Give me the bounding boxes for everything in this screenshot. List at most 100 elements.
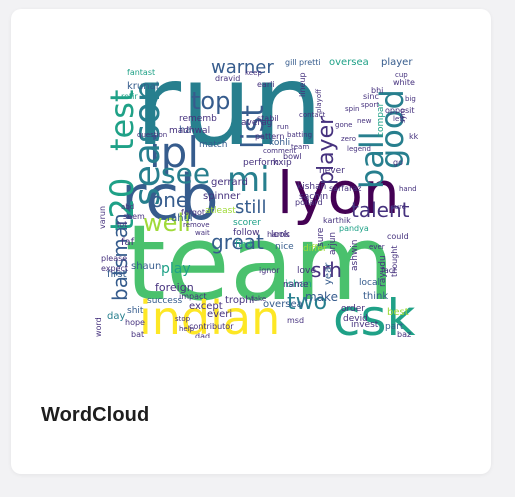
wordcloud-word: great: [211, 230, 264, 254]
wordcloud-word: zero: [341, 135, 356, 143]
wordcloud-word: dad: [195, 332, 210, 338]
wordcloud-word: pandya: [339, 224, 369, 233]
wordcloud-word: thought: [390, 246, 399, 277]
wordcloud-word: lyon: [277, 159, 400, 227]
wordcloud-word: follow: [233, 228, 260, 238]
wordcloud-word: sym: [399, 108, 407, 123]
wordcloud-word: playoff: [315, 89, 323, 113]
wordcloud-word: see: [161, 157, 210, 190]
wordcloud-word: msd: [287, 316, 304, 325]
wordcloud-word: hand: [399, 185, 417, 193]
wordcloud-word: scorer: [233, 218, 261, 228]
wordcloud-word: retir: [121, 92, 138, 101]
wordcloud-card[interactable]: run team indian csk rcb lyon ipl season t20 test g…: [11, 9, 491, 474]
wordcloud-word: warner: [211, 57, 274, 78]
wordcloud-word: batting: [287, 131, 312, 139]
wordcloud-word: contributor: [189, 322, 234, 331]
wordcloud-word: never: [319, 166, 345, 176]
wordcloud-word: take: [251, 295, 266, 303]
wordcloud-word: gone: [335, 121, 352, 129]
wordcloud-word: ball: [353, 131, 391, 189]
wordcloud-word: think: [363, 291, 388, 302]
wordcloud-word: ignor: [259, 266, 280, 275]
wordcloud-word: success: [147, 296, 183, 306]
wordcloud-word: player: [314, 115, 339, 185]
wordcloud-word: harris: [267, 230, 290, 239]
wordcloud-word: ashwin: [350, 240, 360, 271]
wordcloud-word: white: [393, 78, 415, 87]
wordcloud-word: compar: [376, 103, 386, 137]
wordcloud-word: contact: [299, 111, 325, 119]
wordcloud-word: indian: [139, 291, 280, 338]
wordcloud-word: opposit: [385, 106, 414, 115]
wordcloud-word: big: [405, 95, 416, 103]
wordcloud-word: love: [297, 266, 316, 276]
wordcloud-word: t20: [103, 178, 141, 231]
wordcloud-word: averag: [241, 118, 272, 128]
wordcloud-word: wait: [195, 229, 210, 237]
wordcloud-word: one: [151, 188, 188, 212]
wordcloud-word: left: [393, 115, 405, 123]
wordcloud-word: expect: [101, 264, 128, 273]
wordcloud-word: kishan: [297, 182, 326, 192]
wordcloud-word: perform: [243, 158, 279, 168]
wordcloud-word: team: [125, 202, 395, 324]
wordcloud-word: find: [235, 240, 252, 250]
wordcloud-word: best: [387, 307, 409, 318]
wordcloud-word: rayudu: [378, 255, 388, 287]
wordcloud-word: arjun: [328, 232, 338, 255]
wordcloud-word: two: [287, 290, 327, 315]
wordcloud-word: sport: [361, 101, 379, 109]
wordcloud-word: bat: [131, 330, 144, 338]
wordcloud-word: lot: [117, 220, 127, 229]
wordcloud-word: everi: [207, 309, 232, 320]
wordcloud-word: please: [101, 254, 127, 263]
wordcloud-word: new: [357, 117, 372, 125]
wordcloud-word: varun: [98, 206, 107, 229]
wordcloud-word: pretti: [299, 58, 321, 67]
wordcloud-word: stop: [175, 315, 191, 323]
wordcloud-word: mi: [227, 160, 270, 200]
wordcloud-word: krunal: [127, 81, 158, 92]
wordcloud-word: part: [385, 322, 404, 332]
wordcloud-word: pollard: [295, 198, 323, 207]
wordcloud-word: bowl: [283, 152, 302, 161]
wordcloud-word: trophi: [225, 295, 254, 306]
wordcloud-word: karthik: [323, 216, 351, 225]
wordcloud-word: order: [341, 304, 365, 314]
wordcloud-word: baz: [397, 330, 411, 338]
wordcloud-word: first: [107, 269, 127, 280]
wordcloud-word: good: [373, 89, 411, 169]
wordcloud-word: fact: [381, 266, 396, 275]
wordcloud-word: sarfaraz: [329, 184, 361, 193]
wordcloud-word: kxip: [273, 158, 292, 168]
wordcloud-word: season: [127, 79, 168, 206]
wordcloud-word: sachin: [299, 192, 328, 202]
wordcloud-word: local: [359, 278, 380, 288]
wordcloud-word: cup: [395, 71, 408, 79]
wordcloud-word: still: [235, 197, 266, 218]
wordcloud-word: ha: [179, 125, 191, 136]
wordcloud-word: list: [236, 105, 271, 149]
wordcloud-word: match: [199, 140, 227, 150]
wordcloud-word: shit: [127, 306, 144, 316]
wordcloud-word: differ: [303, 244, 327, 254]
wordcloud-word: gill: [285, 58, 297, 67]
wordcloud-word: could: [387, 232, 409, 241]
wordcloud-word: help: [179, 325, 195, 333]
wordcloud-word: foreign: [155, 281, 194, 294]
wordcloud-word: kkr: [409, 132, 418, 141]
wordcloud-word: fantast: [127, 68, 155, 77]
wordcloud-word: look: [271, 230, 291, 240]
wordcloud-word: sure: [316, 227, 326, 247]
wordcloud-word: hope: [125, 318, 145, 327]
wordcloud-word: well: [143, 209, 191, 237]
wordcloud-word: nice: [275, 242, 294, 252]
wordcloud-word: team: [291, 143, 309, 151]
wordcloud-word: word: [94, 317, 103, 337]
wordcloud-word: spin: [345, 105, 359, 113]
wordcloud-word: talent: [351, 198, 410, 222]
wordcloud-word: run: [135, 41, 323, 171]
wordcloud-word: legend: [347, 145, 371, 153]
wordcloud-word: player: [381, 57, 413, 68]
